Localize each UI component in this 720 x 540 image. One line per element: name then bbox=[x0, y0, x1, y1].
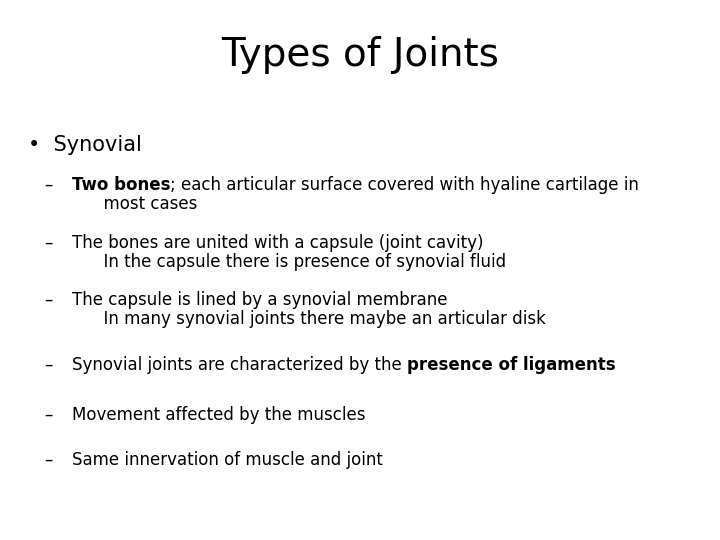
Text: Same innervation of muscle and joint: Same innervation of muscle and joint bbox=[72, 451, 383, 469]
Text: The capsule is lined by a synovial membrane: The capsule is lined by a synovial membr… bbox=[72, 291, 448, 309]
Text: –: – bbox=[45, 356, 64, 374]
Text: •  Synovial: • Synovial bbox=[28, 135, 142, 155]
Text: In the capsule there is presence of synovial fluid: In the capsule there is presence of syno… bbox=[72, 253, 506, 271]
Text: Movement affected by the muscles: Movement affected by the muscles bbox=[72, 406, 366, 424]
Text: Two bones: Two bones bbox=[72, 176, 171, 194]
Text: ; each articular surface covered with hyaline cartilage in: ; each articular surface covered with hy… bbox=[171, 176, 639, 194]
Text: –: – bbox=[45, 234, 64, 252]
Text: Types of Joints: Types of Joints bbox=[221, 36, 499, 74]
Text: The bones are united with a capsule (joint cavity): The bones are united with a capsule (joi… bbox=[72, 234, 484, 252]
Text: most cases: most cases bbox=[72, 194, 197, 213]
Text: –: – bbox=[45, 406, 64, 424]
Text: –: – bbox=[45, 451, 64, 469]
Text: Synovial joints are characterized by the: Synovial joints are characterized by the bbox=[72, 356, 407, 374]
Text: In many synovial joints there maybe an articular disk: In many synovial joints there maybe an a… bbox=[72, 309, 546, 328]
Text: –: – bbox=[45, 291, 64, 309]
Text: presence of ligaments: presence of ligaments bbox=[407, 356, 616, 374]
Text: –: – bbox=[45, 176, 64, 194]
